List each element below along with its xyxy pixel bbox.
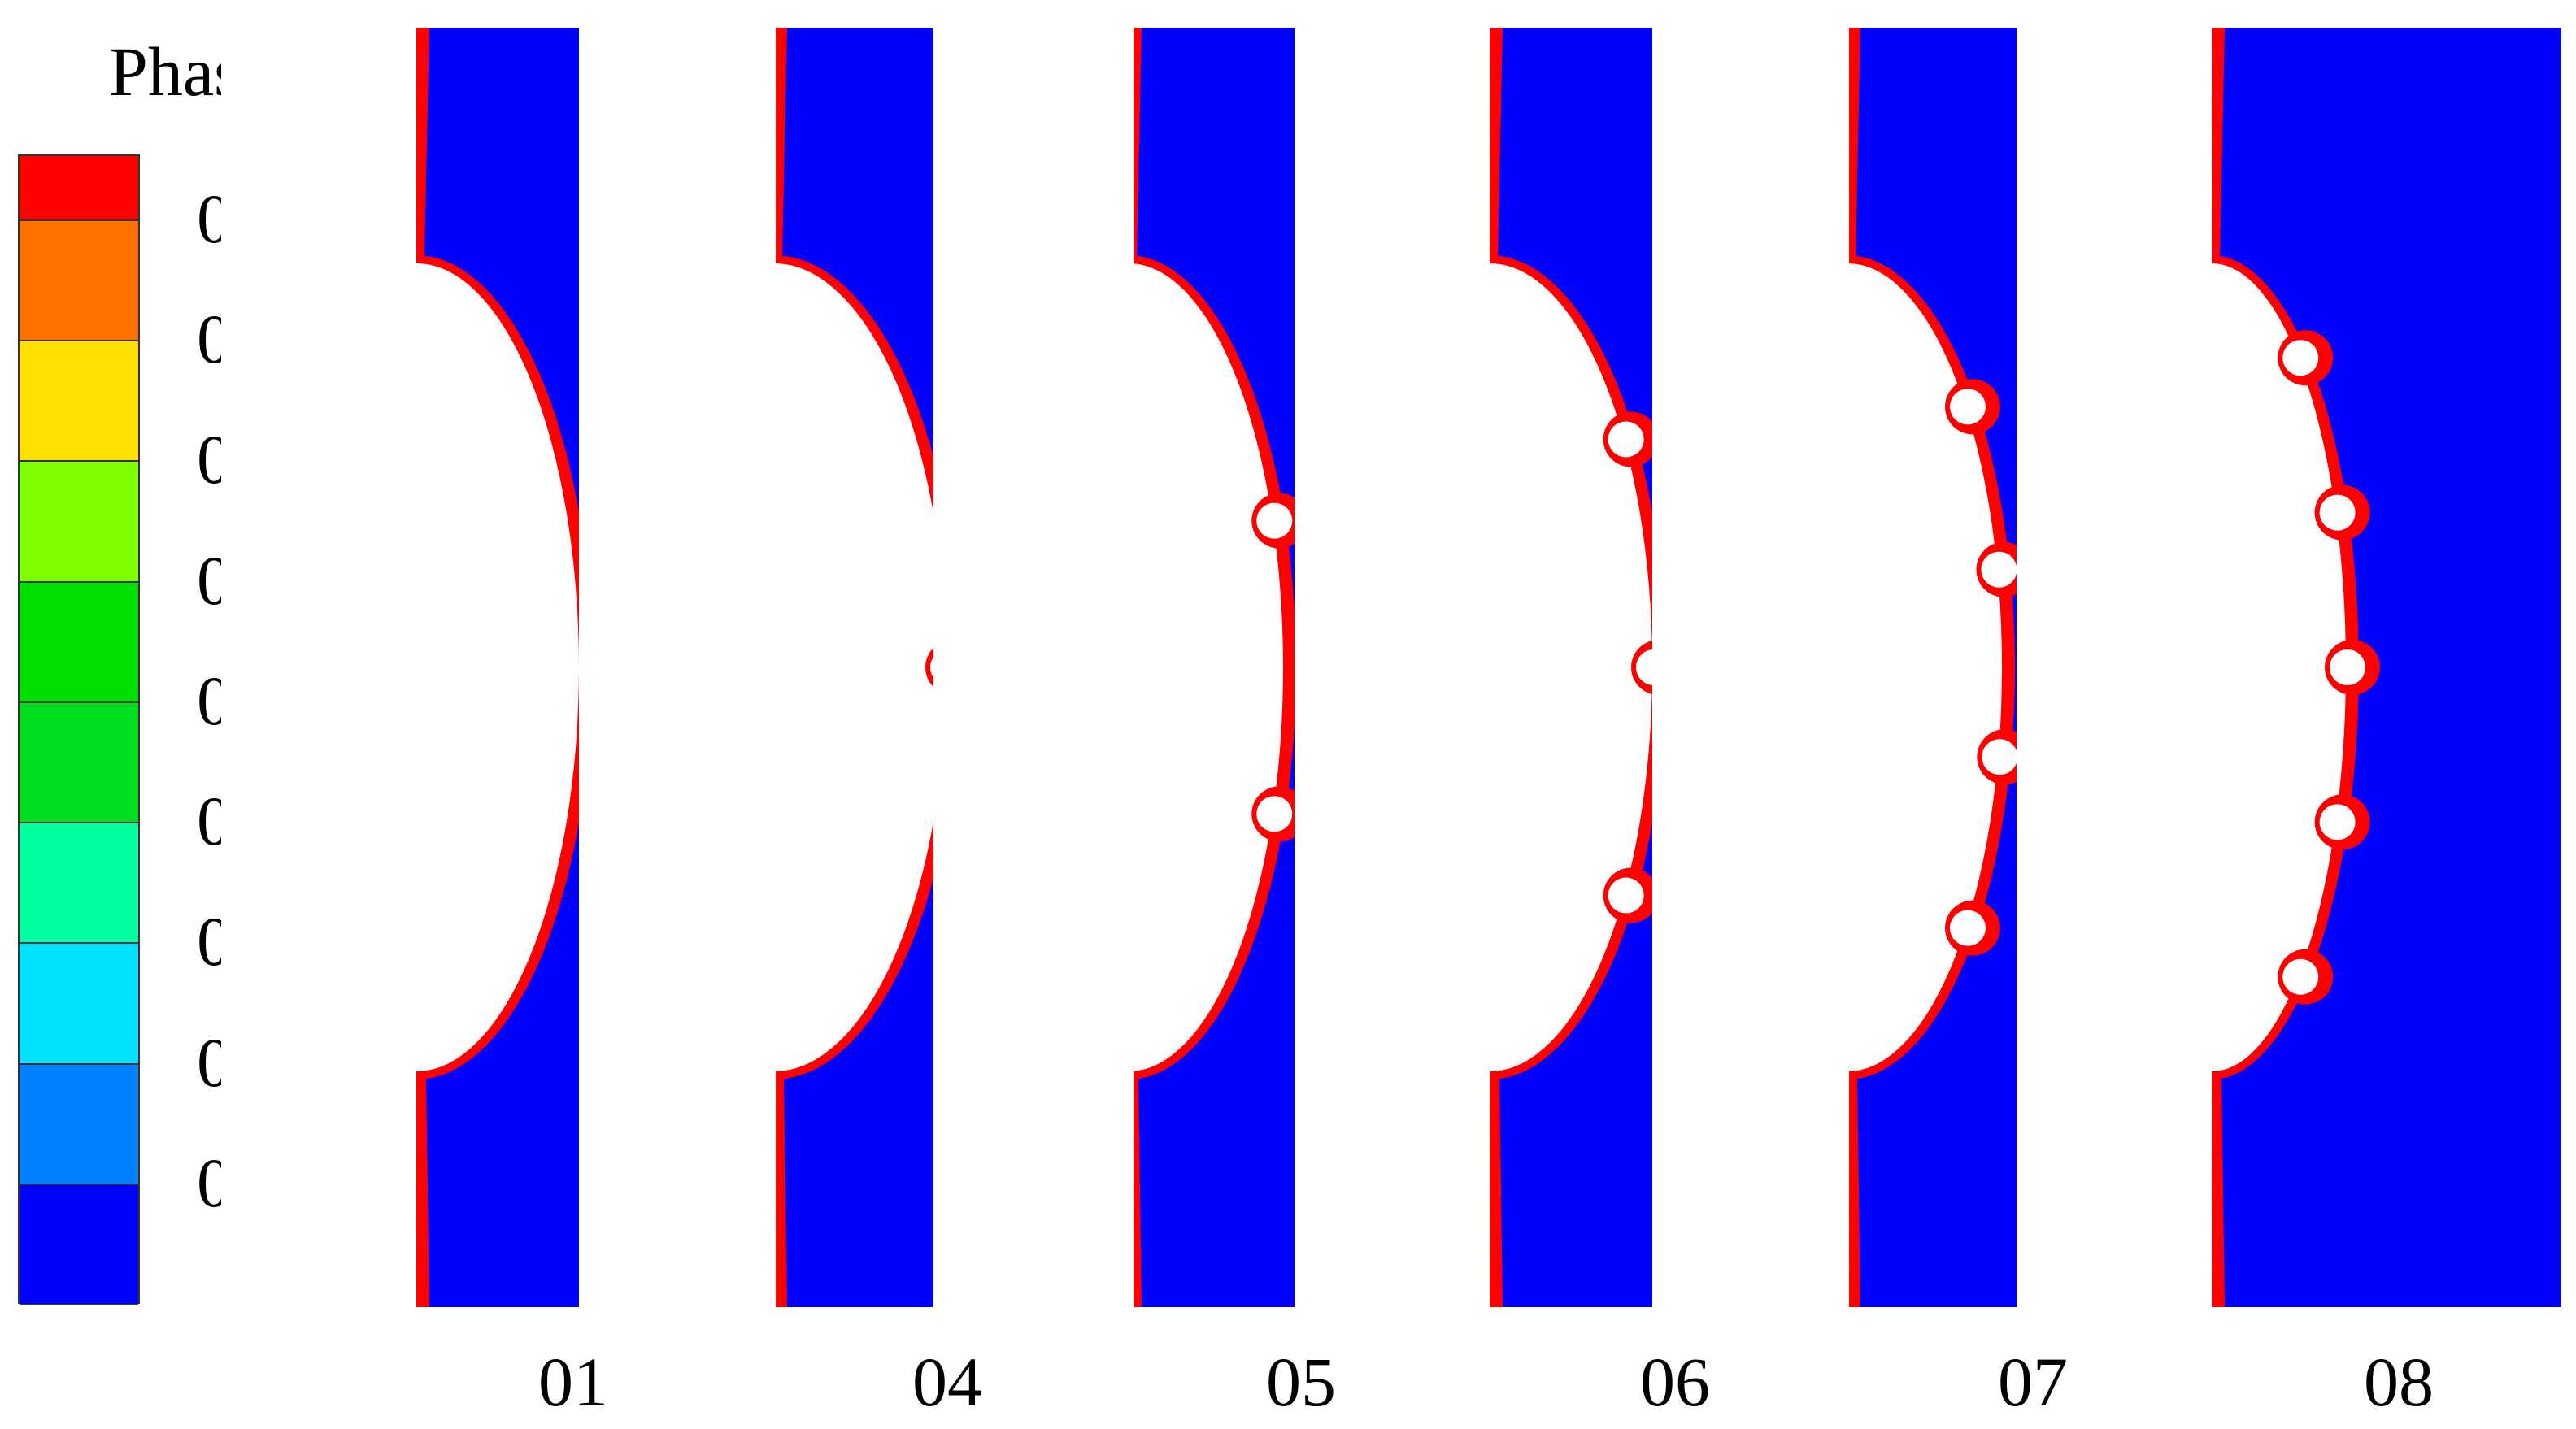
wall-film-lower xyxy=(1490,1075,1503,1307)
secondary-bubble xyxy=(2282,958,2319,995)
panel-label: 01 xyxy=(538,1343,608,1421)
panel-label: 06 xyxy=(1640,1343,1710,1421)
panel-gap xyxy=(1478,28,1488,1307)
colorbar-swatch xyxy=(20,462,138,583)
panel-left-mask xyxy=(933,28,1129,1307)
panel-gap xyxy=(1124,28,1134,1307)
secondary-bubble xyxy=(1256,502,1293,539)
wall-film-upper xyxy=(774,28,787,260)
panel-label: 05 xyxy=(1266,1343,1336,1421)
phase-colorbar xyxy=(18,154,140,1305)
panel-left-mask xyxy=(579,28,774,1307)
panel-label: 08 xyxy=(2364,1343,2434,1421)
secondary-bubble xyxy=(1982,739,2018,775)
panel-left-mask xyxy=(2017,28,2212,1307)
colorbar-swatch xyxy=(20,582,138,703)
panel-label: 07 xyxy=(1998,1343,2068,1421)
secondary-bubble xyxy=(1949,910,1986,946)
colorbar-swatch xyxy=(20,823,138,945)
colorbar-swatch xyxy=(20,702,138,824)
wall-film-lower xyxy=(1847,1075,1860,1307)
colorbar-swatch xyxy=(20,221,138,342)
panel-label: 04 xyxy=(912,1343,982,1421)
secondary-bubble xyxy=(2319,804,2356,840)
colorbar-swatch xyxy=(20,1064,138,1185)
panel-left-mask xyxy=(1652,28,1847,1307)
panel-gap xyxy=(2561,28,2571,1307)
wall-film-upper xyxy=(416,28,429,260)
secondary-bubble xyxy=(2319,494,2356,531)
panel-left-mask xyxy=(1295,28,1490,1307)
wall-film-upper xyxy=(1490,28,1503,260)
secondary-bubble xyxy=(1949,389,1986,425)
colorbar-swatch xyxy=(20,156,138,221)
colorbar-swatch xyxy=(20,1184,138,1305)
secondary-bubble xyxy=(2282,340,2319,376)
secondary-bubble xyxy=(1981,551,2017,588)
colorbar-swatch xyxy=(20,341,138,463)
secondary-bubble xyxy=(2330,649,2365,685)
panel-gap xyxy=(1839,28,1849,1307)
colorbar-swatch xyxy=(20,944,138,1065)
secondary-bubble xyxy=(1608,421,1644,458)
wall-film-lower xyxy=(2212,1075,2225,1307)
wall-film-upper xyxy=(1847,28,1860,260)
panel-left-mask xyxy=(221,28,416,1307)
wall-film-lower xyxy=(774,1075,787,1307)
panel-gap xyxy=(766,28,776,1307)
secondary-bubble xyxy=(1608,877,1644,914)
panel-gap xyxy=(2197,28,2207,1307)
wall-film-lower xyxy=(416,1075,429,1307)
secondary-bubble xyxy=(1256,796,1293,832)
wall-film-upper xyxy=(2212,28,2225,260)
